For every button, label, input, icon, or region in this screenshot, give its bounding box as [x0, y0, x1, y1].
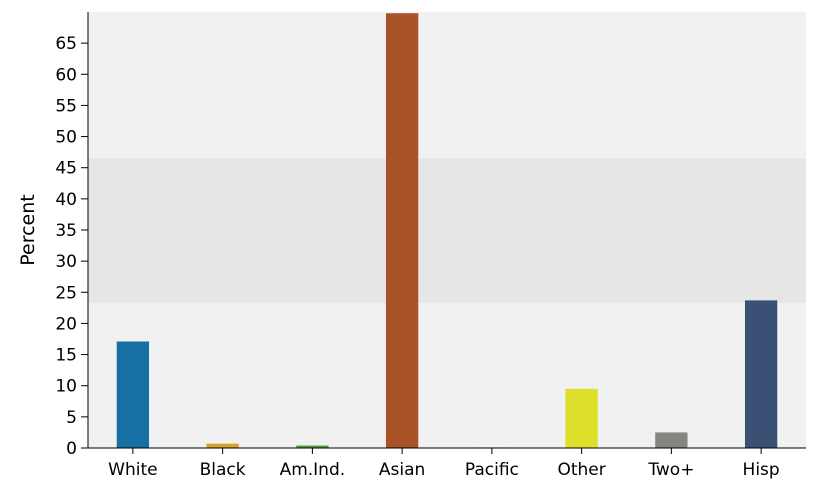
y-tick-label: 10: [55, 377, 77, 397]
y-tick-label: 15: [55, 346, 77, 366]
y-tick-label: 30: [55, 252, 77, 272]
bars-group: [116, 13, 778, 448]
y-tick-label: 60: [55, 65, 77, 85]
x-tick-label: Two+: [647, 460, 694, 480]
y-tick-label: 50: [55, 128, 77, 148]
y-axis-title: Percent: [17, 194, 39, 266]
x-tick-label: Other: [557, 460, 605, 480]
x-tick-label: Pacific: [465, 460, 519, 480]
x-tick-label: Asian: [379, 460, 425, 480]
y-tick-label: 5: [66, 408, 77, 428]
bar-hisp: [744, 300, 778, 448]
x-tick-label: White: [108, 460, 157, 480]
bar-asian: [385, 13, 419, 448]
bar-black: [206, 443, 239, 448]
x-tick-label: Am.Ind.: [280, 460, 346, 480]
y-tick-label: 0: [66, 439, 77, 459]
y-ticks-group: 0 5 10 15 20 25 30 35 40 45 50 55 60 65: [55, 34, 88, 459]
y-tick-label: 20: [55, 314, 77, 334]
x-tick-label: Hisp: [743, 460, 780, 480]
bar-other: [565, 388, 598, 448]
y-tick-label: 45: [55, 159, 77, 179]
bar-two: [655, 432, 688, 448]
y-tick-label: 65: [55, 34, 77, 54]
highlight-band: [88, 158, 806, 303]
y-tick-label: 35: [55, 221, 77, 241]
y-tick-label: 55: [55, 96, 77, 116]
y-tick-label: 40: [55, 190, 77, 210]
y-tick-label: 25: [55, 283, 77, 303]
bar-white: [116, 341, 150, 448]
x-tick-label: Black: [200, 460, 246, 480]
x-ticks-group: White Black Am.Ind. Asian Pacific Other Two+ Hi…: [108, 448, 780, 480]
bar-am-ind: [296, 445, 329, 448]
